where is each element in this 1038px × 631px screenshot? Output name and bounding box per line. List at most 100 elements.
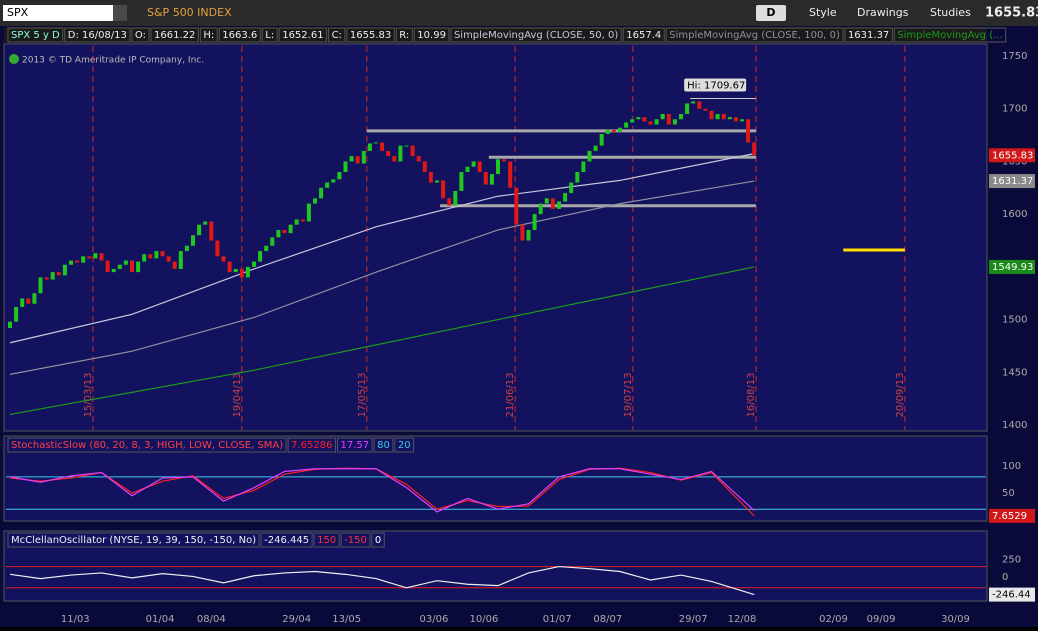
candle <box>593 145 598 151</box>
value-box <box>989 259 1035 274</box>
legend-cell <box>7 437 287 453</box>
study-legend: 20 <box>398 440 411 451</box>
series-line <box>9 565 755 596</box>
date-label: 19/07/13 <box>623 373 634 418</box>
candle <box>270 237 275 246</box>
candle <box>672 119 677 125</box>
aggregation-button[interactable] <box>756 5 786 21</box>
candle <box>184 245 189 252</box>
study-legend: 7.65286 <box>291 440 332 451</box>
candle <box>367 143 372 151</box>
info-item: 1652.61 <box>282 30 323 41</box>
candle <box>410 145 415 157</box>
info-item: SimpleMovingAvg (CLOSE, 100, 0) <box>669 30 840 41</box>
candle <box>709 110 714 120</box>
price-panel <box>3 43 988 432</box>
candle <box>233 268 238 273</box>
candle <box>660 113 665 120</box>
y-tick-label: 250 <box>1002 555 1021 566</box>
date-label: 17/05/13 <box>357 373 368 418</box>
hi-label: Hi: 1709.67 <box>687 81 745 92</box>
candle <box>239 268 244 278</box>
candle <box>740 119 744 122</box>
candle <box>221 256 226 262</box>
candle <box>685 103 690 114</box>
candle <box>386 150 391 157</box>
candle <box>465 166 470 172</box>
info-item: 1663.6 <box>222 30 257 41</box>
x-tick-label: 29/07 <box>679 614 708 625</box>
candle <box>75 260 80 263</box>
candle <box>746 119 751 143</box>
x-tick-label: 02/09 <box>819 614 848 625</box>
x-tick-label: 10/06 <box>470 614 499 625</box>
x-tick-label: 01/07 <box>543 614 572 625</box>
info-item: H: <box>203 30 214 41</box>
info-cell <box>199 27 218 43</box>
candle <box>14 306 19 322</box>
candle <box>447 198 452 206</box>
legend-cell <box>373 437 394 453</box>
info-item: L: <box>265 30 274 41</box>
drawings-button[interactable]: Drawings <box>857 6 909 19</box>
candle <box>276 229 281 238</box>
symbol-box[interactable] <box>3 5 113 21</box>
symbol[interactable]: SPX <box>7 6 29 19</box>
legend-cell <box>7 532 260 548</box>
study-legend: -246.445 <box>264 535 309 546</box>
candle <box>697 101 702 109</box>
candle <box>471 161 476 167</box>
candle <box>136 261 141 273</box>
candle <box>435 180 439 183</box>
candle <box>624 122 629 128</box>
info-item: 1661.22 <box>154 30 195 41</box>
legend-cell <box>313 532 340 548</box>
symbol-dropdown[interactable] <box>113 5 127 21</box>
date-label: 19/04/13 <box>232 373 243 418</box>
info-bg <box>4 27 987 43</box>
candle <box>32 293 37 304</box>
candle <box>313 198 317 204</box>
candle <box>172 261 177 269</box>
study-legend: StochasticSlow (80, 20, 8, 3, HIGH, LOW,… <box>11 440 283 451</box>
info-cell <box>131 27 150 43</box>
candle <box>453 190 458 206</box>
candle <box>123 260 128 265</box>
info-item: SPX 5 y D <box>11 30 60 41</box>
candle <box>496 159 500 175</box>
aggregation[interactable]: D <box>766 6 775 19</box>
style-button[interactable]: Style <box>809 6 837 19</box>
x-tick-label: 09/09 <box>867 614 896 625</box>
candle <box>349 156 354 162</box>
candle <box>44 277 49 280</box>
copyright: 2013 © TD Ameritrade IP Company, Inc. <box>22 56 204 66</box>
info-cell <box>622 27 665 43</box>
date-label: 21/06/13 <box>505 373 516 418</box>
candle <box>148 254 153 259</box>
value-box <box>989 508 1035 523</box>
info-icon[interactable] <box>9 54 19 64</box>
y-tick-label: 1600 <box>1002 209 1027 220</box>
info-cell <box>665 27 844 43</box>
candle <box>294 219 299 225</box>
candle <box>56 272 61 276</box>
candle <box>99 253 104 261</box>
candle <box>166 256 171 262</box>
candle <box>209 221 214 241</box>
candle <box>337 171 342 180</box>
candle <box>87 256 92 259</box>
studies-button[interactable]: Studies <box>930 6 971 19</box>
info-cell <box>261 27 278 43</box>
x-tick-label: 30/09 <box>941 614 970 625</box>
info-cell <box>844 27 893 43</box>
info-item: C: <box>332 30 342 41</box>
x-tick-label: 11/03 <box>61 614 90 625</box>
candle <box>282 229 287 234</box>
info-item: SimpleMovingAvg (... <box>897 30 1002 41</box>
value-box-label: -246.44 <box>992 590 1031 601</box>
candle <box>691 101 696 104</box>
candle <box>142 254 147 262</box>
candle <box>203 221 208 225</box>
study-legend: 150 <box>317 535 336 546</box>
